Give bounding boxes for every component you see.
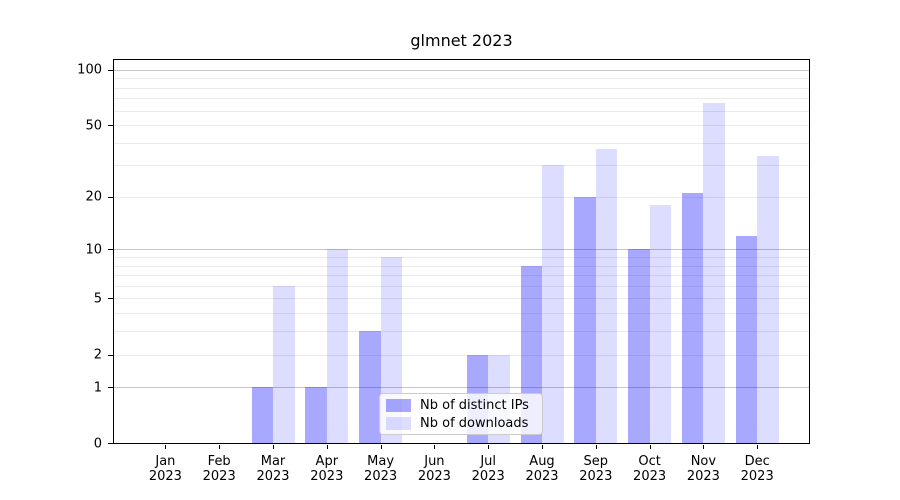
minor-gridline — [114, 125, 809, 127]
x-tick-label: Mar 2023 — [256, 454, 290, 484]
x-tick-label: Oct 2023 — [633, 454, 667, 484]
y-tick-label: 20 — [85, 189, 102, 205]
bar-distinct-ips-nov — [681, 193, 704, 443]
x-tick-mark — [542, 445, 543, 449]
bar-distinct-ips-oct — [628, 249, 650, 443]
minor-gridline — [114, 78, 809, 80]
y-tick-mark — [108, 387, 113, 389]
bar-downloads-mar — [273, 285, 295, 443]
bar-downloads-sep — [595, 148, 618, 443]
y-tick-mark — [108, 354, 113, 356]
x-axis: Jan 2023 Feb 2023 Mar 2023 Apr 2023 May 2023… — [113, 444, 810, 496]
y-tick-label: 5 — [93, 291, 102, 307]
x-tick-label: Apr 2023 — [310, 454, 344, 484]
minor-gridline — [114, 265, 809, 267]
y-tick-label: 1 — [93, 380, 102, 396]
y-tick-label: 100 — [77, 62, 102, 78]
major-gridline — [114, 69, 809, 71]
x-tick-mark — [757, 445, 759, 449]
y-tick-mark — [108, 69, 113, 71]
legend-label-distinct-ips: Nb of distinct IPs — [420, 397, 529, 413]
minor-gridline — [114, 298, 809, 300]
x-tick-mark — [326, 445, 328, 449]
minor-gridline — [114, 275, 809, 277]
x-tick-mark — [219, 445, 221, 449]
major-gridline — [114, 387, 809, 389]
y-tick-mark — [108, 196, 113, 198]
minor-gridline — [114, 257, 809, 258]
y-tick-label: 10 — [85, 242, 102, 258]
bar-downloads-oct — [649, 205, 672, 443]
bar-downloads-apr — [326, 249, 349, 443]
x-tick-label: Nov 2023 — [686, 454, 720, 484]
plot-area — [113, 59, 810, 444]
x-tick-mark — [165, 445, 167, 449]
bar-downloads-dec — [757, 155, 779, 443]
chart-title: glmnet 2023 — [410, 31, 513, 50]
x-tick-label: Dec 2023 — [740, 454, 774, 484]
y-tick-label: 50 — [85, 118, 102, 134]
y-tick-mark — [108, 298, 113, 300]
bar-distinct-ips-dec — [735, 235, 758, 443]
major-gridline — [114, 249, 809, 251]
x-tick-label: Sep 2023 — [579, 454, 613, 484]
x-tick-mark — [703, 445, 705, 449]
y-axis: 0 1 2 5 10 20 50 100 — [0, 59, 113, 450]
x-tick-mark — [595, 445, 597, 449]
legend-swatch-downloads-icon — [386, 416, 411, 430]
bar-downloads-nov — [703, 103, 725, 443]
x-tick-label: Feb 2023 — [202, 454, 236, 484]
minor-gridline — [114, 331, 809, 333]
minor-gridline — [114, 165, 809, 167]
x-tick-label: Aug 2023 — [525, 454, 559, 484]
x-tick-label: Jul 2023 — [471, 454, 505, 484]
legend: Nb of distinct IPs Nb of downloads — [379, 393, 543, 435]
x-tick-label: Jun 2023 — [417, 454, 451, 484]
legend-row-distinct-ips: Nb of distinct IPs — [386, 397, 542, 413]
minor-gridline — [114, 110, 809, 112]
y-tick-mark — [108, 443, 113, 445]
minor-gridline — [114, 98, 809, 100]
bar-downloads-aug — [542, 165, 564, 443]
minor-gridline — [114, 285, 809, 287]
minor-gridline — [114, 196, 809, 198]
minor-gridline — [114, 313, 809, 315]
x-tick-mark — [380, 445, 382, 449]
y-tick-mark — [108, 125, 113, 127]
minor-gridline — [114, 354, 809, 356]
x-tick-label: May 2023 — [364, 454, 398, 484]
x-tick-mark — [273, 445, 274, 449]
legend-swatch-distinct-ips-icon — [386, 398, 411, 412]
minor-gridline — [114, 142, 809, 144]
x-tick-mark — [488, 445, 490, 449]
y-tick-mark — [108, 249, 113, 251]
legend-row-downloads: Nb of downloads — [386, 415, 542, 431]
minor-gridline — [114, 87, 809, 89]
x-tick-mark — [434, 445, 436, 449]
bar-distinct-ips-mar — [251, 387, 273, 443]
bar-distinct-ips-apr — [305, 387, 327, 443]
x-tick-mark — [649, 445, 651, 449]
bar-distinct-ips-may — [359, 331, 381, 443]
bar-distinct-ips-sep — [574, 196, 596, 443]
y-tick-label: 0 — [93, 436, 102, 452]
legend-label-downloads: Nb of downloads — [420, 415, 529, 431]
x-tick-label: Jan 2023 — [148, 454, 182, 484]
y-tick-label: 2 — [93, 347, 102, 363]
